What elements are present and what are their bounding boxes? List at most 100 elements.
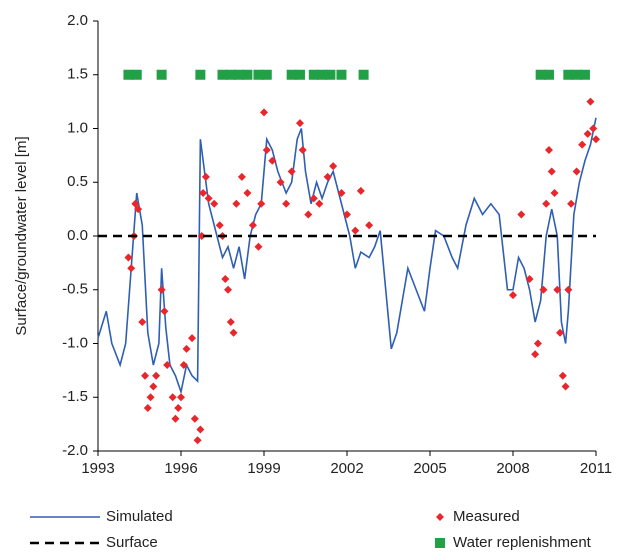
- measured-point: [168, 393, 177, 402]
- measured-point: [143, 404, 152, 412]
- replenishment-marker: [543, 69, 554, 80]
- measured-point: [171, 414, 180, 423]
- replenishment-marker: [131, 69, 142, 80]
- measured-point: [592, 135, 600, 144]
- measured-point: [163, 361, 172, 369]
- measured-point: [564, 285, 573, 294]
- legend-marker: [436, 513, 444, 521]
- measured-point: [152, 371, 161, 380]
- replenishment-marker: [571, 69, 582, 80]
- y-tick-label: -2.0: [62, 442, 88, 459]
- measured-point: [193, 436, 202, 445]
- measured-point: [248, 221, 257, 230]
- measured-point: [365, 221, 374, 230]
- replenishment-marker: [294, 69, 305, 80]
- replenishment-marker: [261, 69, 272, 80]
- measured-point: [182, 344, 191, 353]
- measured-point: [533, 339, 542, 348]
- measured-point: [276, 178, 285, 187]
- measured-point: [224, 285, 233, 294]
- y-tick-label: 1.5: [67, 66, 88, 83]
- replenishment-marker: [156, 69, 167, 80]
- replenishment-marker: [234, 69, 245, 80]
- measured-point: [542, 199, 551, 208]
- measured-point: [567, 199, 576, 208]
- measured-point: [124, 253, 133, 262]
- legend-label: Simulated: [106, 508, 173, 525]
- replenishment-marker: [308, 69, 319, 80]
- measured-point: [174, 404, 183, 412]
- measured-point: [146, 393, 155, 402]
- measured-point: [304, 210, 313, 219]
- measured-point: [547, 167, 556, 176]
- legend-label: Surface: [106, 534, 158, 551]
- measured-point: [589, 124, 598, 133]
- measured-point: [539, 285, 548, 294]
- replenishment-marker: [535, 69, 546, 80]
- replenishment-marker: [286, 69, 297, 80]
- y-tick-label: -1.0: [62, 334, 88, 351]
- measured-point: [287, 167, 296, 176]
- measured-point: [254, 242, 263, 251]
- measured-point: [323, 172, 332, 181]
- measured-point: [204, 194, 213, 203]
- measured-point: [517, 210, 526, 219]
- y-axis-label: Surface/groundwater level [m]: [13, 136, 30, 335]
- x-tick-label: 1999: [247, 460, 280, 477]
- measured-point: [351, 226, 360, 235]
- measured-point: [226, 318, 235, 326]
- measured-point: [177, 393, 185, 402]
- x-tick-label: 2002: [330, 460, 363, 477]
- measured-point: [188, 334, 197, 343]
- measured-point: [343, 210, 351, 219]
- replenishment-marker: [195, 69, 206, 80]
- measured-point: [315, 199, 324, 208]
- measured-point: [141, 371, 150, 380]
- measured-point: [127, 264, 136, 273]
- measured-point: [561, 382, 570, 391]
- measured-point: [179, 361, 188, 369]
- measured-point: [509, 291, 517, 300]
- simulated-line: [97, 117, 597, 395]
- measured-point: [131, 199, 140, 208]
- measured-point: [149, 382, 158, 391]
- measured-point: [553, 285, 562, 294]
- measured-point: [329, 162, 338, 171]
- measured-point: [243, 189, 252, 197]
- y-tick-label: 2.0: [67, 12, 88, 29]
- replenishment-marker: [123, 69, 134, 80]
- replenishment-marker: [317, 69, 328, 80]
- measured-point: [268, 156, 277, 165]
- y-tick-label: -0.5: [62, 281, 88, 298]
- replenishment-marker: [217, 69, 228, 80]
- legend-label: Water replenishment: [453, 534, 592, 551]
- replenishment-marker: [563, 69, 574, 80]
- x-tick-label: 1996: [164, 460, 197, 477]
- replenishment-marker: [325, 69, 336, 80]
- replenishment-marker: [242, 69, 253, 80]
- y-tick-label: 0.0: [67, 227, 88, 244]
- replenishment-marker: [225, 69, 236, 80]
- measured-point: [583, 129, 592, 138]
- measured-point: [282, 199, 291, 208]
- measured-point: [309, 194, 318, 203]
- measured-point: [190, 414, 199, 423]
- x-tick-label: 2005: [413, 460, 446, 477]
- x-tick-label: 2011: [580, 460, 612, 477]
- replenishment-marker: [579, 69, 590, 80]
- measured-point: [199, 189, 208, 197]
- measured-point: [586, 97, 595, 106]
- x-tick-label: 1993: [81, 460, 114, 477]
- measured-point: [157, 285, 166, 294]
- measured-point: [298, 146, 307, 154]
- measured-point: [544, 146, 553, 154]
- x-tick-label: 2008: [496, 460, 529, 477]
- measured-point: [578, 140, 587, 149]
- measured-point: [356, 186, 365, 195]
- measured-point: [221, 275, 230, 283]
- replenishment-marker: [253, 69, 264, 80]
- y-tick-label: 0.5: [67, 173, 88, 190]
- measured-point: [295, 119, 304, 128]
- measured-point: [550, 189, 559, 197]
